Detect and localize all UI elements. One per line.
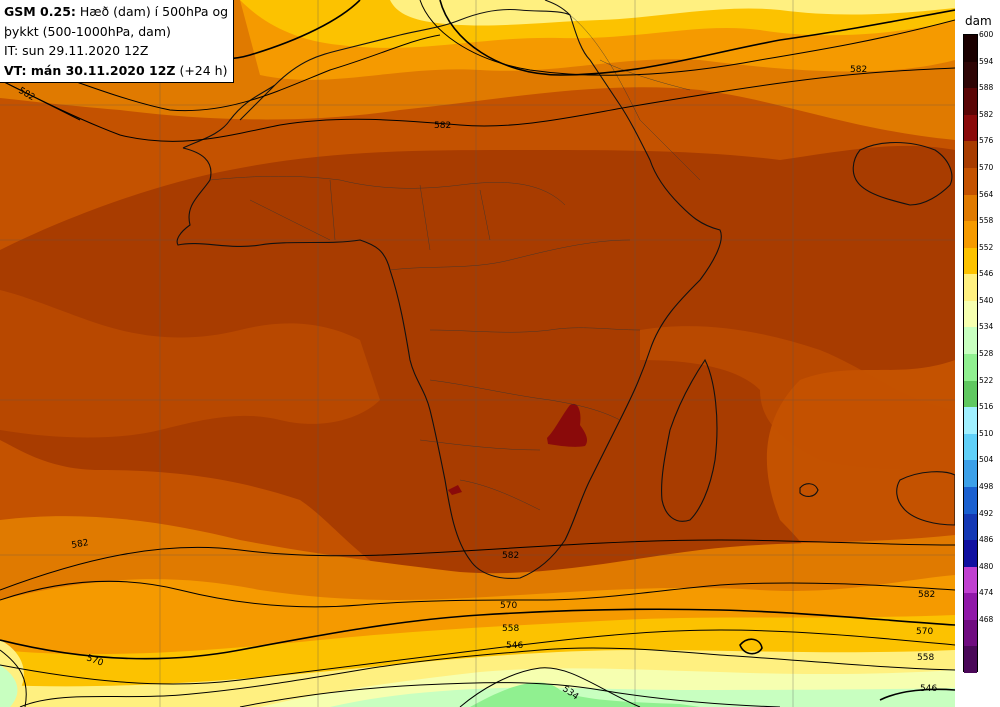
valid-time: VT: mán 30.11.2020 12Z [4,62,176,78]
legend-swatch [964,114,977,142]
legend-label: 486 [979,535,994,545]
legend-swatch [964,486,977,514]
legend-label: 588 [979,83,994,93]
country-borders [209,14,701,511]
legend-label: 534 [979,322,994,332]
legend-label: 468 [979,614,994,624]
legend-swatch [964,88,977,116]
initial-time: IT: sun 29.11.2020 12Z [4,43,149,58]
title-line-1: GSM 0.25: Hæð (dam) í 500hPa og [4,2,233,22]
thickness-field-582 [547,403,588,447]
legend-swatch [964,460,977,488]
legend-label: 600 [979,30,994,39]
legend-swatch [964,380,977,408]
legend-swatch [964,221,977,249]
legend-swatch [964,247,977,275]
contour-label: 546 [920,684,937,694]
legend-label: 576 [979,136,994,146]
legend-label: 558 [979,216,994,226]
legend-swatch [964,433,977,461]
contour-label: 582 [502,551,519,561]
coastlines [176,0,955,579]
lat-lon-grid [0,0,955,707]
legend-swatch [964,35,977,63]
forecast-offset: (+24 h) [175,62,228,78]
height-contours [0,0,955,707]
legend-swatch [964,141,977,169]
legend-label: 474 [979,588,994,598]
title-line-2: þykkt (500-1000hPa, dam) [4,23,171,39]
weather-map: 582 582 582 582 582 582 570 570 570 558 … [0,0,955,707]
legend-swatch [964,619,977,647]
legend-swatch [964,407,977,435]
legend-swatch [964,646,977,674]
thickness-field-570-west [0,290,380,438]
contour-label: 558 [917,653,934,663]
legend-label: 516 [979,402,994,412]
legend-label: 540 [979,295,994,305]
thickness-field-570-east [640,326,955,470]
legend-swatch [964,327,977,355]
legend-label: 594 [979,56,994,66]
model-name: GSM 0.25: [4,4,76,19]
field-description: Hæð (dam) í 500hPa og [75,4,229,19]
legend-swatch [964,61,977,89]
contour-label: 570 [916,627,933,637]
legend-swatch [964,194,977,222]
legend-label: 480 [979,561,994,571]
legend-label: 492 [979,508,994,518]
thickness-field-546-north [390,0,955,26]
legend-swatch [964,593,977,621]
map-canvas: 582 582 582 582 582 582 570 570 570 558 … [0,0,955,707]
legend-swatch [964,566,977,594]
legend-label: 522 [979,375,994,385]
thickness-field-528-south [470,682,700,707]
map-info-box: GSM 0.25: Hæð (dam) í 500hPa og þykkt (5… [0,0,234,83]
legend-label: 510 [979,428,994,438]
contour-label: 570 [500,601,517,611]
legend-swatch [964,354,977,382]
contour-label: 582 [434,121,451,131]
legend-label: 570 [979,162,994,172]
valid-time-line: VT: mán 30.11.2020 12Z (+24 h) [4,61,233,81]
legend-label: 498 [979,481,994,491]
legend-unit: dam [965,14,992,28]
legend-label: 552 [979,242,994,252]
contour-label: 558 [502,624,519,634]
legend-swatch [964,513,977,541]
legend-color-bar [963,34,978,674]
legend-swatch [964,167,977,195]
thickness-field-582-small [448,485,462,495]
contour-label: 546 [506,641,523,651]
legend-swatch [964,540,977,568]
legend-label: 582 [979,109,994,119]
legend-label: 564 [979,189,994,199]
contour-label: 582 [71,538,90,551]
legend-swatch [964,274,977,302]
legend-swatch [964,300,977,328]
thickness-field-576 [0,145,955,592]
legend-label: 546 [979,269,994,279]
legend-label: 528 [979,349,994,358]
thickness-field-534-southwest [0,665,18,707]
contour-label: 582 [850,65,867,75]
contour-label: 582 [918,590,935,600]
legend-label: 504 [979,455,994,465]
